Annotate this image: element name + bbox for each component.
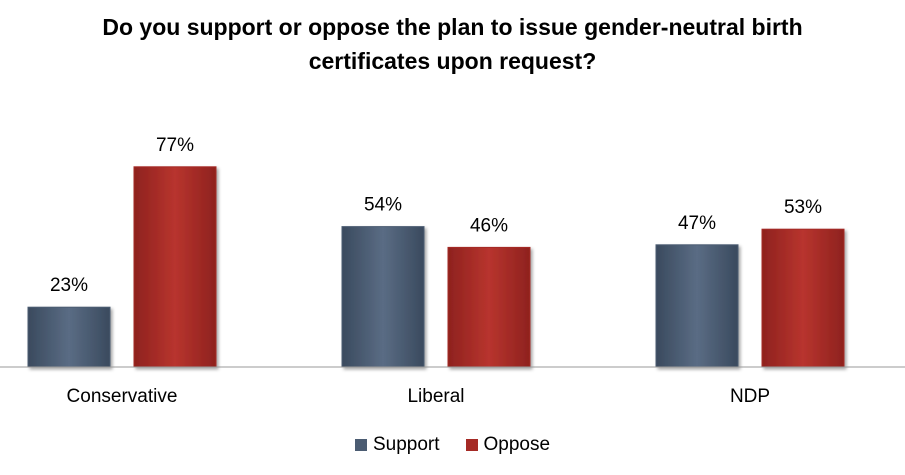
category-label-ndp: NDP xyxy=(730,386,770,407)
chart-title-line-1: Do you support or oppose the plan to iss… xyxy=(102,14,803,40)
bar-support-conservative xyxy=(27,306,111,368)
legend-swatch-oppose xyxy=(465,439,478,451)
data-label-oppose-liberal: 46% xyxy=(470,215,508,236)
chart-title: Do you support or oppose the plan to iss… xyxy=(0,10,905,78)
legend: Support Oppose xyxy=(0,434,905,456)
data-label-support-conservative: 23% xyxy=(50,275,88,296)
legend-swatch-support xyxy=(354,439,367,451)
data-label-oppose-ndp: 53% xyxy=(784,197,822,218)
bar-oppose-liberal xyxy=(447,246,531,368)
bar-support-ndp xyxy=(655,244,739,368)
category-label-conservative: Conservative xyxy=(67,386,178,407)
legend-entry-support: Support xyxy=(354,434,440,456)
legend-entry-oppose: Oppose xyxy=(465,434,551,456)
chart-title-line-2: certificates upon request? xyxy=(308,48,597,74)
data-label-support-ndp: 47% xyxy=(678,213,716,234)
bar-oppose-conservative xyxy=(133,166,217,368)
category-label-liberal: Liberal xyxy=(407,386,464,407)
legend-label-oppose: Oppose xyxy=(483,434,551,455)
data-label-oppose-conservative: 77% xyxy=(156,135,194,156)
bar-support-liberal xyxy=(341,226,425,368)
data-label-support-liberal: 54% xyxy=(364,195,402,216)
labels-layer: 23% 77% Conservative 54% 46% Liberal 47% 53% NDP xyxy=(50,135,822,407)
bars-layer xyxy=(27,166,845,368)
legend-label-support: Support xyxy=(372,434,440,455)
bar-oppose-ndp xyxy=(761,228,845,368)
